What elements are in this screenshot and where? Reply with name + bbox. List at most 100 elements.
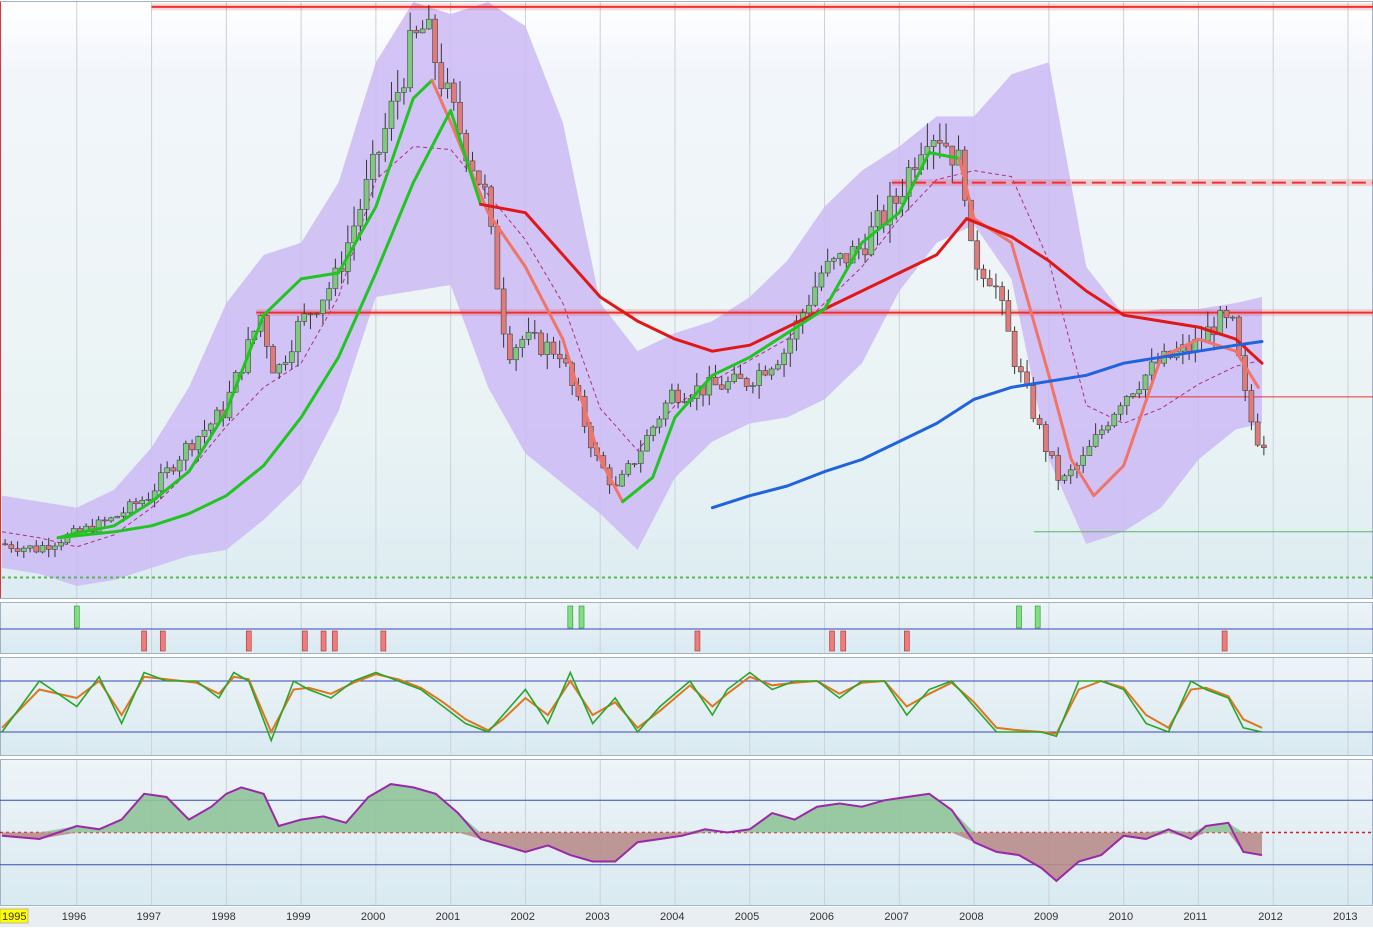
x-tick-label: 1995 <box>2 911 26 923</box>
candle-body <box>39 545 46 553</box>
candle-body <box>432 18 438 63</box>
candle-body <box>681 400 688 403</box>
candle-body <box>270 346 276 374</box>
ma-line <box>56 108 483 540</box>
candle-body <box>295 321 301 353</box>
candle-body <box>718 384 725 390</box>
candle-body <box>282 362 289 365</box>
candle-body <box>1248 390 1255 423</box>
ma-line <box>56 78 434 540</box>
candle-body <box>189 443 195 451</box>
x-tick-label: 2003 <box>585 911 609 923</box>
candle-body <box>388 100 395 129</box>
candle-body <box>818 272 825 288</box>
candle-body <box>475 170 482 185</box>
histogram-panel <box>0 783 1373 883</box>
signal-panel-bg <box>0 603 1373 653</box>
oscillator-panel <box>0 670 1373 743</box>
candle-body <box>114 516 121 519</box>
candle-body <box>276 364 283 374</box>
ma-line <box>430 78 625 504</box>
candle-body <box>974 240 981 270</box>
x-tick-label: 2009 <box>1034 911 1058 923</box>
candle-body <box>980 268 987 279</box>
candle-body <box>170 467 177 472</box>
envelope-mid-line <box>1 145 1263 548</box>
candle-body <box>426 18 432 30</box>
candle-body <box>332 267 339 289</box>
candle-body <box>52 545 58 550</box>
candle-body <box>669 389 675 404</box>
candle-body <box>762 370 769 376</box>
candle-body <box>1136 389 1143 395</box>
candle-body <box>1018 366 1024 373</box>
ma-line <box>965 217 1264 365</box>
sell-signal-bar <box>320 630 327 652</box>
candle-body <box>1105 425 1111 431</box>
candle-body <box>843 253 850 264</box>
candle-body <box>1242 355 1248 391</box>
x-tick-label: 2007 <box>884 911 908 923</box>
candle-body <box>401 87 407 93</box>
candle-body <box>139 500 146 505</box>
sell-signal-bar <box>829 630 835 652</box>
candle-body <box>737 373 744 379</box>
sell-signal-bar <box>840 630 847 652</box>
candle-body <box>195 436 202 451</box>
candle-body <box>993 285 999 288</box>
candle-body <box>656 418 663 428</box>
candle-body <box>986 278 993 287</box>
hist-positive-area <box>2 784 1263 833</box>
x-tick-label: 2004 <box>660 911 684 923</box>
x-tick-label: 2012 <box>1258 911 1282 923</box>
candle-body <box>538 332 544 355</box>
candle-body <box>1130 393 1136 397</box>
candle-body <box>631 463 638 465</box>
candle-body <box>450 82 457 103</box>
candle-body <box>1049 451 1055 456</box>
ma-line <box>957 157 1260 498</box>
x-tick-label: 2008 <box>959 911 983 923</box>
candle-body <box>357 209 364 227</box>
candle-body <box>307 313 314 316</box>
candle-body <box>781 352 787 366</box>
candle-body <box>1229 316 1236 319</box>
sell-signal-bar <box>141 630 147 652</box>
candle-body <box>712 376 719 386</box>
candle-body <box>438 62 445 89</box>
candle-body <box>126 501 133 514</box>
candle-body <box>1261 444 1267 448</box>
x-tick-label: 1999 <box>286 911 310 923</box>
candle-body <box>550 341 557 355</box>
candle-body <box>102 519 108 522</box>
candle-body <box>158 472 164 492</box>
candle-body <box>1254 421 1261 446</box>
envelope-band-area <box>2 2 1263 586</box>
candle-body <box>407 30 413 89</box>
candle-body <box>862 248 868 256</box>
candle-body <box>887 195 893 226</box>
x-tick-label: 2011 <box>1183 911 1207 923</box>
sell-signal-bar <box>245 630 252 652</box>
candle-body <box>120 512 127 517</box>
candle-body <box>376 152 382 155</box>
candle-body <box>145 498 152 501</box>
candle-body <box>675 389 681 403</box>
candle-body <box>1123 396 1130 407</box>
sell-signal-bar <box>1221 630 1228 652</box>
candle-body <box>544 341 551 355</box>
candle-body <box>21 547 27 552</box>
candle-body <box>725 381 731 390</box>
candle-body <box>33 545 40 553</box>
candle-body <box>1092 434 1099 447</box>
candle-body <box>8 544 15 549</box>
candle-body <box>1099 429 1105 435</box>
candle-body <box>625 463 632 475</box>
x-tick-label: 1997 <box>137 911 161 923</box>
candle-body <box>394 92 401 102</box>
candle-body <box>1080 455 1086 466</box>
candle-body <box>650 426 656 436</box>
buy-signal-bar <box>567 605 574 629</box>
candle-body <box>1055 455 1062 481</box>
